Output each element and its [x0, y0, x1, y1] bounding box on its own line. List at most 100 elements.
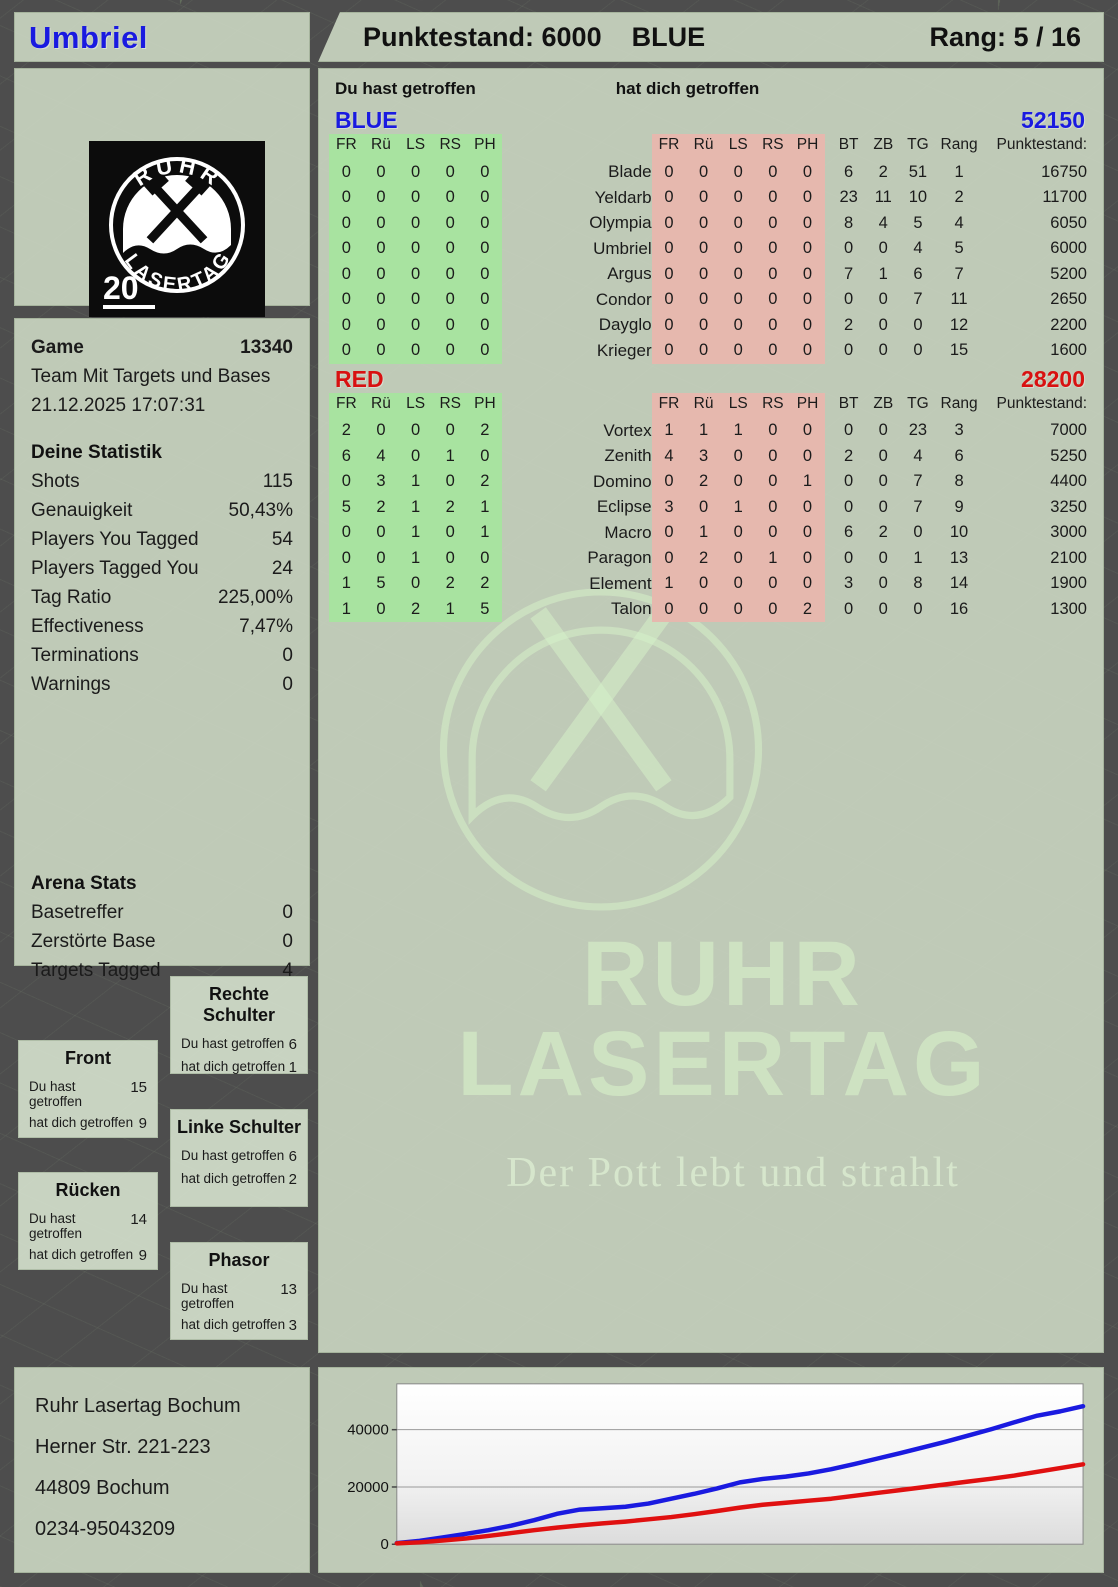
cell-taggedby-PH: 0	[790, 287, 825, 313]
cell-rang: 10	[949, 523, 969, 542]
chart-ytick-label: 40000	[347, 1423, 389, 1439]
hitbox-linke-schulter: Linke Schulter Du hast getroffen 6 hat dich…	[170, 1109, 308, 1207]
cell-tagged-FR: 1	[329, 596, 364, 622]
cell-taggedby-FR: 0	[651, 185, 687, 211]
cell-taggedby-PH: 1	[790, 469, 825, 495]
cell-rang: 7	[954, 264, 964, 283]
hitbox-you-tagged-value: 13	[280, 1281, 297, 1298]
cell-tagged-PH: 0	[467, 261, 503, 287]
cell-tagged-PH: 0	[467, 312, 503, 338]
cell-score: 3000	[1050, 523, 1087, 542]
col-header-score: Punktestand:	[996, 394, 1087, 412]
cell-zb: 11	[874, 188, 892, 207]
hitbox-tagged-you-value: 9	[138, 1115, 147, 1132]
col-header-tagged-FR: FR	[329, 392, 364, 418]
col-header-tagged-Rü: Rü	[363, 134, 399, 160]
team-tables-panel: RUHR LASERTAG Der Pott lebt und strahlt …	[318, 68, 1104, 1353]
score-header-panel: Punktestand: 6000 BLUE Rang: 5 / 16	[318, 12, 1104, 62]
col-header-BT: BT	[838, 136, 859, 154]
cell-tagged-PH: 0	[467, 545, 503, 571]
personal-stats-list: Shots 115 Genauigkeit 50,43% Players You Tag…	[31, 467, 293, 699]
cell-taggedby-RS: 0	[755, 261, 791, 287]
cell-bt: 0	[844, 290, 854, 309]
cell-taggedby-PH: 0	[790, 261, 825, 287]
cell-player-name: Element	[589, 573, 652, 593]
arena-stat-label: Basetreffer	[31, 902, 124, 923]
cell-gap	[502, 338, 521, 364]
cell-taggedby-Rü: 0	[686, 312, 721, 338]
cell-gap	[502, 236, 521, 262]
cell-tagged-LS: 1	[398, 520, 433, 546]
cell-bt: 0	[844, 341, 854, 360]
cell-taggedby-PH: 0	[790, 443, 825, 469]
cell-tagged-PH: 1	[467, 520, 503, 546]
cell-taggedby-FR: 0	[651, 312, 687, 338]
cell-bt: 6	[844, 523, 854, 542]
personal-stat-label: Players You Tagged	[31, 529, 199, 550]
team-header-blue: BLUE 52150	[335, 107, 1085, 134]
table-row: 0 0 0 0 0 Yeldarb 0 0 0 0 0 23 11 10 2 11700	[329, 185, 1087, 211]
cell-score: 6050	[1050, 213, 1087, 232]
cell-zb: 4	[878, 213, 888, 232]
cell-tagged-FR: 0	[329, 312, 364, 338]
cell-tagged-RS: 0	[432, 261, 468, 287]
cell-taggedby-FR: 0	[651, 159, 687, 185]
cell-score: 7000	[1050, 421, 1087, 440]
stats-panel: Game 13340 Team Mit Targets und Bases 21…	[14, 318, 310, 981]
cell-tg: 0	[913, 341, 923, 360]
cell-tagged-Rü: 5	[363, 571, 399, 597]
cell-rang: 14	[949, 574, 969, 593]
cell-tagged-LS: 0	[398, 312, 433, 338]
team-table-blue: FR Rü LS RS PH FR Rü LS RS PH BT ZB TG Rang Punktestan…	[329, 134, 1087, 364]
cell-tagged-FR: 0	[329, 236, 364, 262]
team-label: BLUE	[631, 21, 706, 52]
game-datetime: 21.12.2025 17:07:31	[31, 395, 206, 416]
cell-taggedby-Rü: 0	[686, 596, 721, 622]
hitbox-you-tagged-label: Du hast getroffen	[181, 1036, 285, 1051]
col-header-BT: BT	[838, 394, 859, 412]
col-header-score: Punktestand:	[996, 136, 1087, 154]
hitbox-you-tagged-row: Du hast getroffen 14	[19, 1205, 157, 1241]
personal-stat-row: Tag Ratio 225,00%	[31, 583, 293, 612]
cell-rang: 16	[949, 599, 969, 618]
cell-score: 5200	[1050, 264, 1087, 283]
personal-stats-title: Deine Statistik	[31, 442, 162, 463]
hitbox-you-tagged-row: Du hast getroffen 15	[19, 1073, 157, 1109]
personal-stat-label: Warnings	[31, 674, 111, 695]
cell-tagged-RS: 0	[432, 338, 468, 364]
cell-tagged-RS: 0	[432, 312, 468, 338]
game-mode: Team Mit Targets und Bases	[31, 366, 271, 387]
cell-player-name: Umbriel	[593, 238, 652, 258]
cell-rang: 3	[954, 421, 964, 440]
rank-label: Rang: 5 / 16	[929, 21, 1081, 52]
cell-taggedby-Rü: 0	[686, 185, 721, 211]
cell-bt: 0	[844, 548, 854, 567]
cell-tagged-LS: 0	[398, 443, 433, 469]
cell-player-name: Condor	[595, 289, 652, 309]
table-row: 0 0 0 0 0 Umbriel 0 0 0 0 0 0 0 4 5 6000	[329, 236, 1087, 262]
cell-tagged-FR: 6	[329, 443, 364, 469]
cell-taggedby-PH: 0	[790, 312, 825, 338]
arena-stats-title: Arena Stats	[31, 873, 137, 894]
cell-taggedby-LS: 0	[720, 596, 756, 622]
cell-taggedby-PH: 0	[790, 159, 825, 185]
cell-tagged-LS: 2	[398, 596, 433, 622]
cell-rang: 1	[954, 162, 964, 181]
hitbox-tagged-you-row: hat dich getroffen 3	[171, 1311, 307, 1334]
cell-taggedby-RS: 0	[755, 312, 791, 338]
cell-tagged-LS: 0	[398, 571, 433, 597]
cell-zb: 0	[878, 421, 888, 440]
col-header-taggedby-Rü: Rü	[686, 392, 721, 418]
arena-stat-label: Targets Tagged	[31, 960, 161, 981]
cell-taggedby-LS: 0	[720, 185, 756, 211]
cell-taggedby-Rü: 0	[686, 159, 721, 185]
cell-taggedby-LS: 0	[720, 287, 756, 313]
cell-tagged-RS: 0	[432, 159, 468, 185]
hitbox-you-tagged-label: Du hast getroffen	[29, 1211, 83, 1241]
cell-tagged-FR: 0	[329, 210, 364, 236]
cell-tg: 0	[913, 315, 923, 334]
cell-taggedby-Rü: 2	[686, 469, 721, 495]
hitbox-you-tagged-row: Du hast getroffen 6	[171, 1142, 307, 1165]
cell-gap	[502, 469, 521, 495]
cell-tagged-Rü: 4	[363, 443, 399, 469]
